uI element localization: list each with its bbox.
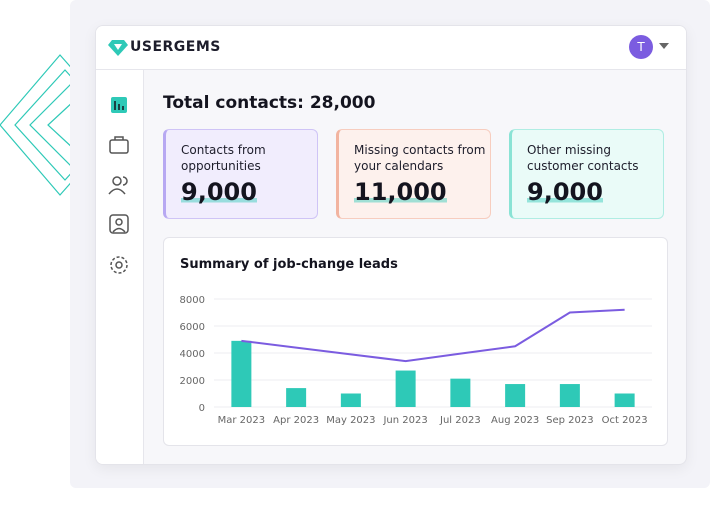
- bar: [450, 378, 471, 407]
- y-tick-label: 2000: [180, 376, 205, 387]
- y-tick-label: 4000: [180, 349, 205, 360]
- card-label: Contacts from opportunities: [181, 143, 266, 173]
- logo: USERGEMS: [130, 39, 221, 55]
- logo-icon: [108, 40, 128, 56]
- bar: [231, 340, 252, 407]
- card-value: 11,000: [354, 178, 447, 206]
- avatar[interactable]: T: [629, 35, 653, 59]
- y-tick-label: 8000: [180, 295, 205, 306]
- x-tick-label: May 2023: [326, 415, 375, 426]
- card-value: 9,000: [527, 178, 603, 206]
- sidebar-icons: [108, 97, 129, 274]
- app-window: USERGEMS T Total contacts: 28,000 Contac…: [95, 25, 687, 465]
- card-value: 9,000: [181, 178, 257, 206]
- y-tick-label: 6000: [180, 322, 205, 333]
- header: USERGEMS T: [96, 26, 686, 70]
- bar: [395, 370, 416, 407]
- stat-card: Other missing customer contacts 9,000: [509, 129, 664, 219]
- x-tick-label: Oct 2023: [602, 415, 648, 426]
- stat-card: Missing contacts from your calendars 11,…: [336, 129, 491, 219]
- bar: [614, 393, 635, 407]
- x-tick-label: Apr 2023: [273, 415, 319, 426]
- card-label: Other missing customer contacts: [527, 143, 639, 173]
- chart: Summary of job-change leads 0 2000 4000 600…: [180, 257, 652, 426]
- line: [241, 308, 625, 363]
- card-label: Missing contacts from your calendars: [354, 143, 486, 173]
- x-tick-label: Jul 2023: [439, 415, 481, 426]
- bar: [340, 393, 361, 407]
- y-tick-label: 0: [199, 403, 205, 414]
- bar: [559, 384, 580, 407]
- bar: [505, 384, 526, 407]
- dropdown-caret[interactable]: [659, 43, 669, 51]
- x-tick-label: Aug 2023: [491, 415, 539, 426]
- x-tick-label: Mar 2023: [218, 415, 266, 426]
- x-tick-label: Sep 2023: [546, 415, 593, 426]
- bar: [286, 388, 307, 407]
- chart-title: Summary of job-change leads: [180, 257, 398, 272]
- sidebar: [96, 70, 144, 464]
- x-tick-label: Jun 2023: [382, 415, 427, 426]
- chart-card: Summary of job-change leads 0 2000 4000 600…: [163, 237, 668, 446]
- stat-card: Contacts from opportunities 9,000: [163, 129, 318, 219]
- total-title: Total contacts: 28,000: [163, 93, 376, 113]
